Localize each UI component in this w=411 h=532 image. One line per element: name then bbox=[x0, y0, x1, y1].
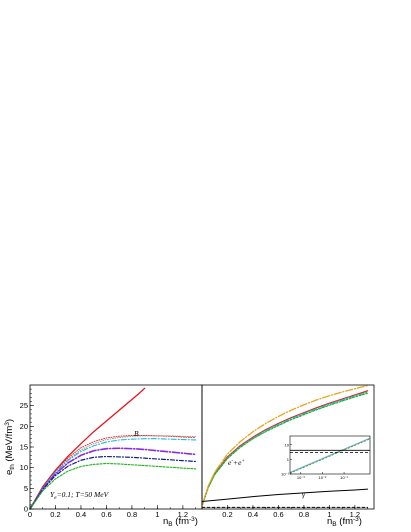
right-series-line-4 bbox=[202, 392, 369, 505]
left-y-axis-label: eth (MeV/fm3) bbox=[4, 419, 16, 475]
right-x-tick-label: 0.6 bbox=[273, 510, 283, 519]
right-x-tick-label: 0.8 bbox=[299, 510, 309, 519]
left-panel: 0 0.2 0.4 0.6 0.8 1 1.2 0 5 10 15 20 25 eth (MeV/fm3… bbox=[4, 384, 203, 528]
left-x-tick-label: 1 bbox=[155, 510, 159, 519]
left-series-line-1 bbox=[29, 387, 146, 510]
left-series-line-3 bbox=[29, 435, 197, 510]
right-x-axis-label: nB (fm-3) bbox=[327, 516, 362, 528]
inset-x-tick-label: 10⁻³ bbox=[297, 475, 306, 480]
right-x-tick-label: 0.4 bbox=[248, 510, 258, 519]
right-plot-frame bbox=[201, 384, 375, 510]
inset-x-tick-label: 10⁻¹ bbox=[340, 475, 349, 480]
left-series-line-5 bbox=[29, 447, 197, 510]
left-curves bbox=[29, 387, 197, 510]
right-series-line-5 bbox=[201, 384, 369, 505]
left-series-line-6 bbox=[29, 455, 197, 510]
inset-series-line-2 bbox=[289, 438, 371, 474]
left-x-tick-label: 0.6 bbox=[101, 510, 111, 519]
inset-y-tick-label: 10 bbox=[285, 442, 290, 447]
annotation-electron-positron: e-+e+ bbox=[228, 458, 245, 467]
inset-series-line-1 bbox=[289, 437, 371, 474]
left-y-tick-label: 20 bbox=[20, 422, 28, 431]
inset-y-tick-label: 1 bbox=[287, 457, 290, 462]
right-ticks: 0.2 0.4 0.6 0.8 1 1.2 bbox=[214, 505, 368, 519]
left-series-line-4 bbox=[29, 438, 197, 510]
inset-frame bbox=[289, 435, 371, 475]
inset-x-tick-label: 10⁻² bbox=[318, 475, 327, 480]
left-y-tick-label: 15 bbox=[20, 443, 28, 452]
right-panel: 0.2 0.4 0.6 0.8 1 1.2 nB (fm-3) e-+e+ γ 10⁻³ 1… bbox=[201, 384, 375, 528]
left-x-tick-label: 0.2 bbox=[50, 510, 60, 519]
annotation-b: B bbox=[134, 429, 139, 438]
annotation-conditions: Ye=0.1; T=50 MeV bbox=[50, 490, 110, 501]
right-series-line-3 bbox=[202, 391, 369, 505]
left-y-tick-label: 0 bbox=[24, 505, 28, 514]
right-x-tick-label: 1 bbox=[327, 510, 331, 519]
left-ticks: 0 0.2 0.4 0.6 0.8 1 1.2 0 5 10 15 20 25 bbox=[20, 388, 196, 519]
inset-curves bbox=[289, 437, 371, 474]
left-x-axis-label: nB (fm-3) bbox=[163, 516, 198, 528]
inset-ticks: 10⁻³ 10⁻² 10⁻¹ 10⁻¹ 1 10 bbox=[281, 442, 349, 480]
left-x-tick-label: 1.2 bbox=[178, 510, 188, 519]
inset-plot: 10⁻³ 10⁻² 10⁻¹ 10⁻¹ 1 10 bbox=[281, 435, 371, 480]
right-x-tick-label: 1.2 bbox=[350, 510, 360, 519]
left-series-line-7 bbox=[29, 462, 197, 510]
left-y-tick-label: 10 bbox=[20, 463, 28, 472]
right-curves bbox=[201, 384, 369, 508]
right-series-line-6 bbox=[201, 488, 369, 503]
right-x-tick-label: 0.2 bbox=[222, 510, 232, 519]
left-x-tick-label: 0.8 bbox=[127, 510, 137, 519]
left-x-tick-label: 0.4 bbox=[76, 510, 86, 519]
left-x-tick-label: 0 bbox=[28, 510, 32, 519]
right-series-line-2 bbox=[202, 391, 369, 505]
left-y-tick-label: 25 bbox=[20, 401, 28, 410]
left-y-tick-label: 5 bbox=[24, 484, 28, 493]
inset-y-tick-label: 10⁻¹ bbox=[281, 472, 290, 477]
annotation-photon: γ bbox=[302, 490, 306, 499]
